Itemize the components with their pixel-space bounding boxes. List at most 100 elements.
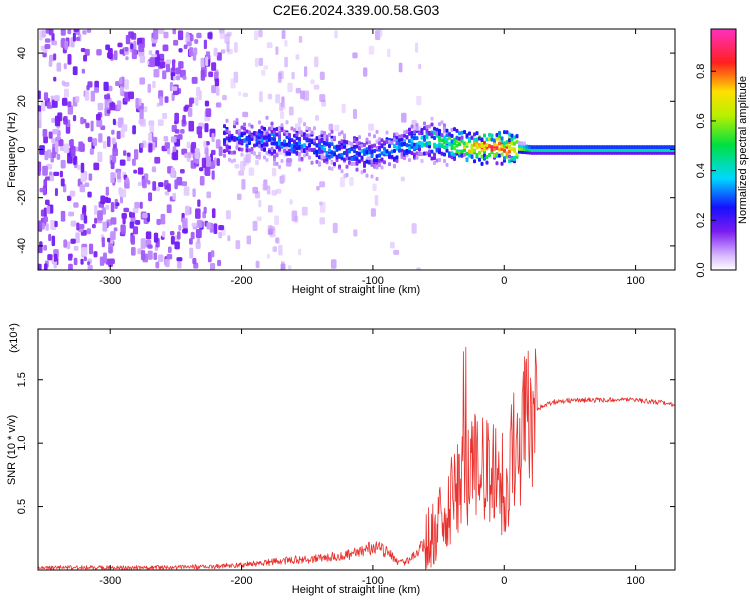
spectrogram-signal-cell <box>298 145 301 150</box>
spectrogram-noise-cell <box>186 141 191 149</box>
spectrogram-noise-cell <box>63 88 69 98</box>
spectrogram-noise-cell <box>83 54 88 62</box>
spectrogram-signal-cell <box>435 144 439 149</box>
spectrogram-signal-cell <box>378 158 381 163</box>
spectrogram-noise-cell <box>148 143 153 153</box>
spectrogram-signal-cell <box>380 143 384 148</box>
spectrogram-noise-cell <box>38 90 41 100</box>
spectrogram-signal-cell <box>325 134 329 139</box>
spectrogram-noise-cell <box>262 183 268 191</box>
spectrogram-noise-cell <box>111 129 115 135</box>
spectrogram-noise-cell <box>63 143 70 153</box>
spectrogram-noise-cell <box>370 208 376 217</box>
spectrogram-noise-cell <box>131 48 137 60</box>
spectrogram-noise-cell <box>210 250 215 258</box>
spectrogram-signal-cell <box>360 143 364 148</box>
spectrogram-noise-cell <box>378 29 383 37</box>
spectrogram-signal-cell <box>505 154 509 159</box>
spectrogram-noise-cell <box>107 48 113 60</box>
spectrogram-noise-cell <box>176 231 181 240</box>
spectrogram-signal-cell <box>320 137 324 142</box>
spectrogram-noise-cell <box>96 119 103 128</box>
spectrogram-signal-cell <box>350 157 354 162</box>
spectrogram-signal-cell <box>323 158 326 163</box>
spectrogram-signal-cell <box>533 145 536 150</box>
spectrogram-noise-cell <box>330 259 337 269</box>
spectrogram-noise-cell <box>84 48 90 56</box>
spectrogram-signal-cell <box>478 144 481 149</box>
spectrogram-signal-cell <box>243 126 246 131</box>
spectrogram-noise-cell <box>415 42 419 53</box>
spectrogram-signal-cell <box>398 134 401 139</box>
spectrogram-noise-cell <box>148 192 153 202</box>
spectrogram-signal-cell <box>340 145 344 150</box>
spectrogram-signal-cell <box>420 135 424 140</box>
spectrogram-signal-cell <box>425 128 429 133</box>
spectrogram-signal-cell <box>423 135 426 140</box>
spectrogram-signal-cell <box>330 153 334 158</box>
spectrogram-signal-cell <box>293 139 296 144</box>
spectrogram-noise-cell <box>147 83 152 93</box>
spectrogram-noise-cell <box>110 201 115 213</box>
spectrogram-noise-cell <box>199 167 204 172</box>
spectrogram-signal-cell <box>243 131 246 136</box>
spectrogram-signal-cell <box>438 128 441 133</box>
spectrogram-noise-cell <box>51 40 58 46</box>
spectrogram-signal-cell <box>500 144 504 149</box>
spectrogram-noise-cell <box>80 213 84 221</box>
spectrogram-signal-cell <box>510 141 514 146</box>
spectrogram-signal-cell <box>310 130 314 135</box>
spectrogram-noise-cell <box>54 141 59 153</box>
snr-series-line <box>38 346 675 570</box>
spectrogram-noise-cell <box>174 241 180 250</box>
spectrogram-noise-cell <box>61 37 66 49</box>
spectrogram-signal-cell <box>410 130 414 135</box>
spectrogram-signal-cell <box>645 145 649 150</box>
spectrogram-noise-cell <box>235 240 241 250</box>
spectrogram-signal-cell <box>375 139 379 144</box>
spectrogram-signal-cell <box>480 137 484 142</box>
spectrogram-signal-cell <box>355 150 359 155</box>
spectrogram-signal-cell <box>598 145 601 150</box>
spectrogram-signal-cell <box>453 152 456 157</box>
spectrogram-signal-cell <box>330 142 334 147</box>
spectrogram-signal-cell <box>318 134 321 139</box>
spectrogram-signal-cell <box>263 126 266 131</box>
spectrogram-signal-cell <box>498 153 501 158</box>
spectrogram-signal-cell <box>465 133 469 138</box>
spectrogram-signal-cell <box>258 129 261 134</box>
spectrogram-noise-cell <box>166 204 172 214</box>
spectrogram-signal-cell <box>338 145 341 150</box>
spectrogram-signal-cell <box>348 156 351 161</box>
spectrogram-signal-cell <box>338 164 341 169</box>
spectrogram-signal-cell <box>288 148 291 153</box>
spectrogram-noise-cell <box>271 167 277 177</box>
spectrogram-signal-cell <box>448 151 451 156</box>
spectrogram-noise-cell <box>142 213 148 219</box>
spectrogram-signal-cell <box>300 131 304 136</box>
spectrogram-signal-cell <box>330 166 334 171</box>
spectrogram-signal-cell <box>473 142 476 147</box>
spectrogram-signal-cell <box>458 150 461 155</box>
spectrogram-signal-cell <box>243 138 246 143</box>
spectrogram-x-ticks: -300 -200 -100 0 100 <box>99 29 645 287</box>
x-tick-label: -100 <box>362 575 384 587</box>
spectrogram-signal-cell <box>270 151 274 156</box>
spectrogram-noise-cell <box>51 138 57 144</box>
spectrogram-noise-cell <box>165 63 171 73</box>
spectrogram-signal-cell <box>278 130 281 135</box>
spectrogram-signal-cell <box>353 138 356 143</box>
x-tick-label: 0 <box>501 575 507 587</box>
spectrogram-noise-cell <box>248 167 255 176</box>
colorbar-ticks: 0.0 0.2 0.4 0.6 0.8 <box>695 64 716 278</box>
spectrogram-noise-cell <box>280 111 285 119</box>
spectrogram-signal-cell <box>378 145 381 150</box>
spectrogram-signal-cell <box>440 138 444 143</box>
spectrogram-signal-cell <box>240 125 244 130</box>
spectrogram-signal-cell <box>345 149 349 154</box>
spectrogram-noise-cell <box>129 221 135 229</box>
colorbar-tick-label: 0.0 <box>695 262 707 277</box>
spectrogram-signal-cell <box>258 155 261 160</box>
spectrogram-signal-cell <box>488 132 491 137</box>
spectrogram-noise-cell <box>189 247 194 259</box>
